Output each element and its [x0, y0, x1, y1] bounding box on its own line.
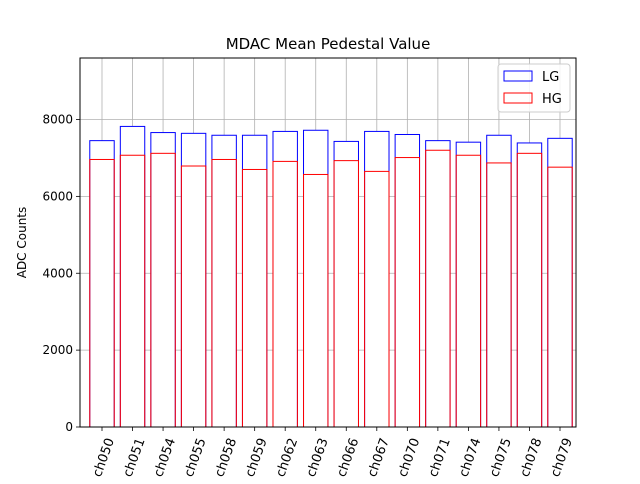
bar-lg: [180, 132, 207, 428]
x-tick-label: ch054: [151, 436, 179, 479]
legend-box: [497, 63, 571, 113]
bar-hg: [486, 162, 512, 428]
x-tick-label: ch059: [243, 436, 271, 479]
bar-hg: [516, 152, 543, 428]
bar-lg: [211, 134, 237, 428]
bar-hg: [272, 160, 298, 428]
bar-lg: [547, 137, 573, 428]
x-tick-label: ch075: [487, 436, 515, 479]
x-tick-label: ch071: [426, 436, 454, 479]
y-axis: 0 2000 4000 6000 8000: [42, 113, 80, 434]
bars: [89, 125, 573, 428]
legend-swatch-lg: [503, 70, 533, 82]
bar-hg: [89, 158, 115, 428]
bar-hg: [241, 168, 268, 428]
bar-lg: [303, 129, 329, 428]
x-tick-label: ch062: [273, 436, 301, 479]
x-tick-label: ch066: [334, 436, 362, 479]
legend-swatch-hg: [503, 92, 533, 104]
bar-lg: [425, 140, 451, 428]
bar-lg: [455, 141, 482, 428]
x-tick-label: ch050: [90, 436, 118, 479]
bar-hg: [211, 158, 237, 428]
bar-hg: [119, 154, 146, 428]
legend: LG HG: [497, 63, 571, 113]
plot-frame: [79, 57, 577, 428]
x-tick-label: ch078: [518, 436, 546, 479]
legend-label-hg: HG: [542, 92, 562, 107]
y-tick-label: 6000: [42, 189, 73, 203]
x-tick-label: ch079: [548, 436, 576, 479]
bar-hg: [333, 160, 359, 428]
bar-hg: [150, 152, 176, 428]
bar-lg: [394, 133, 421, 428]
x-tick-label: ch067: [365, 436, 393, 479]
bar-hg: [455, 154, 482, 428]
bar-hg: [364, 170, 390, 428]
bar-lg: [486, 134, 512, 428]
bar-hg: [547, 166, 573, 428]
x-axis: ch050 ch051 ch054 ch055 ch058 ch059 ch062 ch063…: [90, 427, 576, 479]
bar-lg: [150, 132, 176, 428]
bar-hg: [394, 157, 421, 428]
y-tick-label: 2000: [42, 343, 73, 357]
x-tick-label: ch063: [304, 436, 332, 479]
x-tick-label: ch070: [396, 436, 424, 479]
chart-title: MDAC Mean Pedestal Value: [226, 35, 431, 53]
y-tick-label: 8000: [42, 113, 73, 127]
bar-hg: [180, 165, 207, 428]
bar-hg: [425, 149, 451, 428]
y-tick-label: 4000: [42, 266, 73, 280]
x-tick-label: ch055: [182, 436, 210, 479]
y-tick-label: 0: [65, 420, 73, 434]
x-tick-label: ch058: [212, 436, 240, 479]
x-tick-label: ch074: [457, 436, 485, 479]
y-axis-label: ADC Counts: [15, 207, 29, 279]
legend-label-lg: LG: [542, 70, 559, 85]
x-tick-label: ch051: [121, 436, 149, 479]
bar-lg: [516, 142, 543, 428]
bar-hg: [303, 173, 329, 428]
